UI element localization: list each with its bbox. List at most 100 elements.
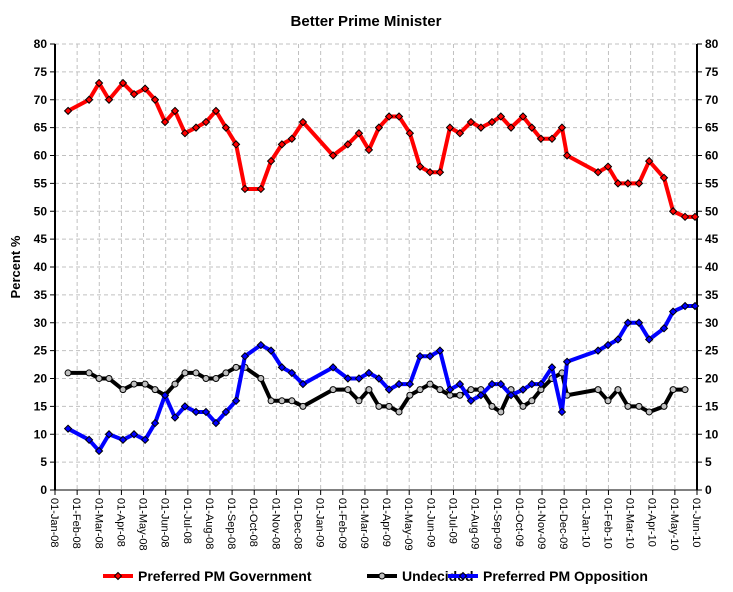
data-point <box>506 391 516 400</box>
y-tick-label-right: 60 <box>705 149 719 163</box>
x-tick-label: 01-Sep-09 <box>491 498 503 549</box>
x-tick-label: 01-Nov-09 <box>535 498 547 549</box>
x-tick-label: 01-Dec-08 <box>292 498 304 549</box>
data-point <box>94 446 104 456</box>
y-tick-label-right: 25 <box>705 344 719 358</box>
data-point <box>593 346 603 355</box>
y-tick-label: 30 <box>34 316 48 330</box>
data-point <box>593 168 603 177</box>
legend-item: Undecided <box>367 568 474 584</box>
data-point <box>201 117 211 127</box>
legend-marker <box>113 571 123 581</box>
data-point <box>634 179 644 188</box>
data-point <box>562 357 572 366</box>
data-point <box>680 301 690 311</box>
data-point <box>435 346 445 355</box>
data-point <box>527 123 537 132</box>
data-point <box>425 351 435 361</box>
data-point <box>140 84 150 93</box>
y-tick-label: 35 <box>34 288 48 302</box>
x-tick-label: 01-May-08 <box>137 498 149 551</box>
x-tick-label: 01-Apr-09 <box>380 498 392 547</box>
y-tick-label-right: 15 <box>705 399 719 413</box>
data-point <box>395 408 403 416</box>
data-point <box>374 123 384 132</box>
data-point <box>557 123 567 132</box>
data-point <box>496 112 506 121</box>
data-point <box>344 386 352 394</box>
data-point <box>298 379 308 389</box>
data-point <box>95 375 103 382</box>
data-point <box>63 106 73 116</box>
x-tick-label: 01-Mar-09 <box>358 498 370 549</box>
data-point <box>130 380 138 388</box>
data-point <box>634 318 644 327</box>
data-point <box>140 435 150 445</box>
data-point <box>118 435 128 445</box>
data-point <box>557 407 567 417</box>
data-point <box>192 369 200 377</box>
data-point <box>180 128 190 138</box>
data-point <box>180 402 190 411</box>
data-point <box>374 374 384 383</box>
y-axis-label: Percent % <box>8 235 23 298</box>
legend-marker <box>378 572 386 580</box>
data-point <box>118 78 128 88</box>
data-point <box>278 397 286 405</box>
y-tick-label-right: 30 <box>705 316 719 330</box>
y-tick-label: 75 <box>34 65 48 79</box>
data-point <box>221 123 231 132</box>
y-tick-label-right: 0 <box>705 483 712 497</box>
x-tick-label: 01-Jan-08 <box>48 498 60 548</box>
data-point <box>659 324 669 333</box>
series-undecided <box>64 363 689 416</box>
data-point <box>119 386 127 394</box>
y-tick-label-right: 10 <box>705 427 719 441</box>
data-point <box>487 379 497 389</box>
y-tick-label: 45 <box>34 232 48 246</box>
y-tick-label: 50 <box>34 204 48 218</box>
data-point <box>476 391 486 400</box>
data-point <box>365 386 373 394</box>
data-point <box>211 106 221 116</box>
data-point <box>690 212 700 222</box>
data-point <box>405 128 415 138</box>
data-point <box>496 379 506 389</box>
data-point <box>288 397 296 405</box>
x-tick-label: 01-Jun-08 <box>159 498 171 548</box>
y-tick-label-right: 35 <box>705 288 719 302</box>
data-point <box>518 385 528 394</box>
data-point <box>455 128 465 138</box>
data-point <box>105 375 113 382</box>
x-tick-label: 01-Jan-09 <box>314 498 326 548</box>
data-point <box>487 117 497 127</box>
data-point <box>547 363 557 372</box>
x-tick-label: 01-Jul-08 <box>181 498 193 544</box>
data-point <box>277 363 287 372</box>
data-point <box>467 386 475 394</box>
data-point <box>668 307 678 316</box>
data-point <box>680 212 690 222</box>
data-point <box>406 391 414 399</box>
y-tick-label-right: 45 <box>705 232 719 246</box>
data-point <box>240 351 250 361</box>
y-tick-label-right: 70 <box>705 93 719 107</box>
data-point <box>222 369 230 377</box>
x-tick-label: 01-Mar-10 <box>624 498 636 549</box>
data-point <box>527 379 537 389</box>
data-point <box>170 106 180 116</box>
data-point <box>519 402 527 410</box>
data-point <box>488 402 496 410</box>
data-point <box>343 374 353 383</box>
data-point <box>201 407 211 417</box>
data-point <box>364 368 374 378</box>
x-tick-label: 01-Oct-08 <box>247 498 259 547</box>
data-point <box>635 402 643 410</box>
x-tick-label: 01-Jan-10 <box>579 498 591 548</box>
data-point <box>394 379 404 389</box>
data-point <box>528 397 536 405</box>
x-tick-label: 01-Apr-10 <box>646 498 658 547</box>
data-point <box>456 391 464 399</box>
data-point <box>613 179 623 188</box>
data-point <box>94 78 104 88</box>
